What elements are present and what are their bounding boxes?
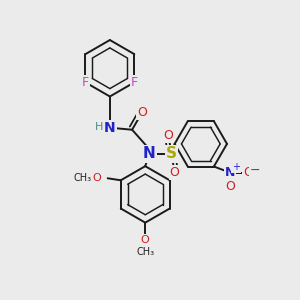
- Text: O: O: [164, 129, 173, 142]
- Text: O: O: [93, 173, 102, 183]
- Text: O: O: [169, 166, 179, 179]
- Text: N: N: [225, 166, 235, 179]
- Text: O: O: [243, 166, 253, 179]
- Text: F: F: [82, 76, 89, 89]
- Text: N: N: [143, 146, 156, 161]
- Text: CH₃: CH₃: [136, 247, 154, 257]
- Text: H: H: [94, 122, 103, 132]
- Text: +: +: [232, 162, 240, 172]
- Text: O: O: [137, 106, 147, 118]
- Text: O: O: [225, 180, 235, 193]
- Text: O: O: [141, 235, 150, 245]
- Text: CH₃: CH₃: [74, 173, 92, 183]
- Text: −: −: [250, 164, 261, 177]
- Text: F: F: [131, 76, 138, 89]
- Text: N: N: [104, 121, 116, 135]
- Text: S: S: [166, 146, 177, 161]
